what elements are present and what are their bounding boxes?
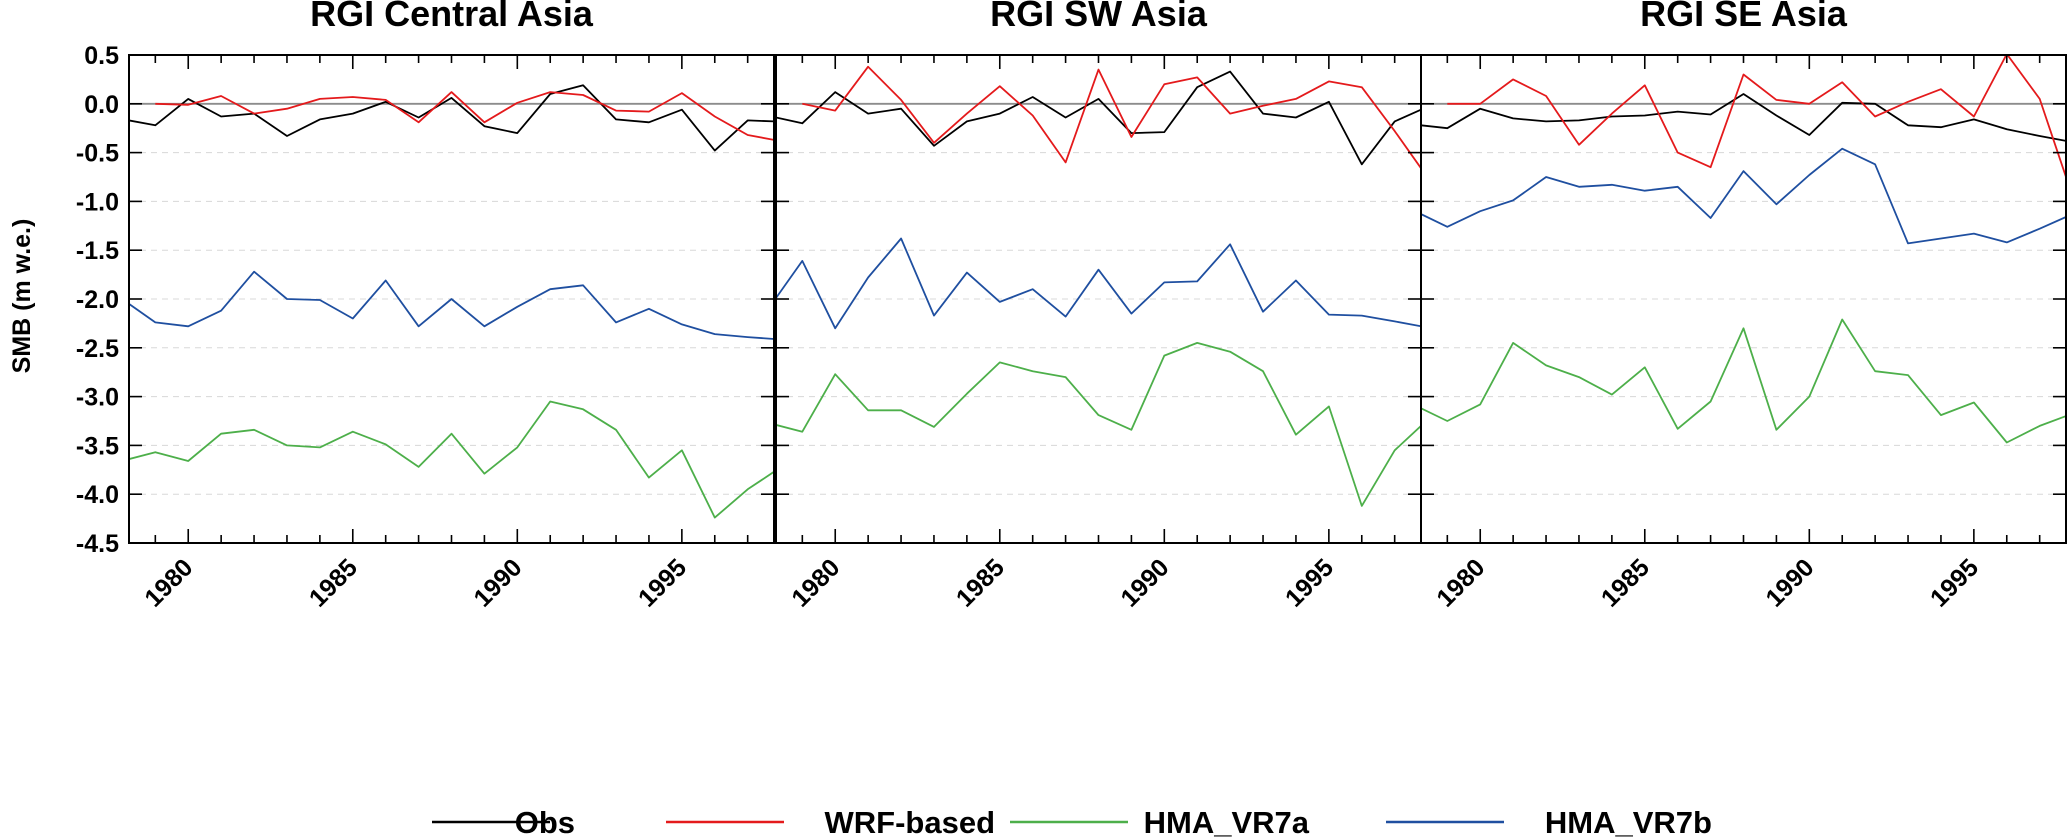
x-tick-label: 1980	[786, 553, 845, 612]
series-group	[776, 65, 1421, 507]
y-tick-label: -1.5	[76, 237, 119, 265]
panel-title: RGI SW Asia	[990, 0, 1208, 34]
y-tick-label: -4.0	[76, 481, 119, 509]
x-tick-label: 1990	[468, 553, 527, 612]
series-line-wrf-based	[802, 65, 1421, 169]
x-tick-label: 1990	[1115, 553, 1174, 612]
legend-item-hma-vr7a: HMA_VR7a	[1010, 805, 1310, 840]
series-line-wrf-based	[1447, 55, 2066, 178]
series-line-hma-vr7a	[1421, 318, 2066, 444]
y-axis-label: SMB (m w.e.)	[8, 219, 36, 374]
panel-title: RGI SE Asia	[1640, 0, 1848, 34]
legend-label: Obs	[515, 805, 575, 840]
legend-label: HMA_VR7a	[1144, 805, 1310, 840]
y-tick-label: -3.0	[76, 384, 119, 412]
series-group	[129, 84, 774, 519]
series-line-obs	[129, 84, 774, 152]
legend-label: WRF-based	[825, 805, 996, 840]
panel-rgi-se-asia: RGI SE Asia 1980 1985 1990 1995	[1420, 0, 2067, 613]
y-tick-label: -2.5	[76, 335, 119, 363]
x-tick-label: 1995	[633, 553, 692, 612]
series-line-hma-vr7a	[129, 400, 774, 519]
x-tick-label: 1985	[1596, 553, 1655, 612]
x-tick-label: 1985	[951, 553, 1010, 612]
panel-rgi-sw-asia: RGI SW Asia 1980 1985 1990 1995	[775, 0, 1422, 613]
legend-label: HMA_VR7b	[1545, 805, 1712, 840]
x-tick-label: 1980	[139, 553, 198, 612]
y-tick-label: 0.0	[84, 91, 119, 119]
series-line-hma-vr7b	[129, 270, 774, 340]
panel-rgi-central-asia: RGI Central Asia 0.5 0.0 -0.5 -1.0 -1.5 -2.0 -2…	[76, 0, 775, 613]
series-line-wrf-based	[155, 91, 774, 141]
series-group	[1421, 55, 2066, 444]
y-tick-label: -4.5	[76, 530, 119, 558]
y-tick-label: 0.5	[84, 42, 119, 70]
panel-title: RGI Central Asia	[310, 0, 594, 34]
x-tick-label: 1980	[1431, 553, 1490, 612]
y-tick-label: -3.5	[76, 432, 119, 460]
series-line-obs	[1421, 93, 2066, 142]
y-tick-label: -2.0	[76, 286, 119, 314]
y-tick-label: -0.5	[76, 140, 119, 168]
legend-item-obs: Obs	[432, 805, 575, 840]
x-tick-label: 1995	[1280, 553, 1339, 612]
series-line-hma-vr7b	[776, 237, 1421, 330]
chart-panels: RGI Central Asia 0.5 0.0 -0.5 -1.0 -1.5 -2.0 -2…	[76, 0, 2067, 613]
y-tick-label: -1.0	[76, 188, 119, 216]
series-line-hma-vr7b	[1421, 147, 2066, 245]
legend-item-wrf-based: WRF-based	[666, 805, 995, 840]
series-line-obs	[776, 70, 1421, 166]
series-line-hma-vr7a	[776, 341, 1421, 507]
x-tick-label: 1995	[1925, 553, 1984, 612]
x-tick-label: 1990	[1760, 553, 1819, 612]
x-tick-label: 1985	[304, 553, 363, 612]
legend-item-hma-vr7b: HMA_VR7b	[1386, 805, 1712, 840]
chart-legend: Obs WRF-based HMA_VR7a HMA_VR7b	[432, 805, 1712, 840]
